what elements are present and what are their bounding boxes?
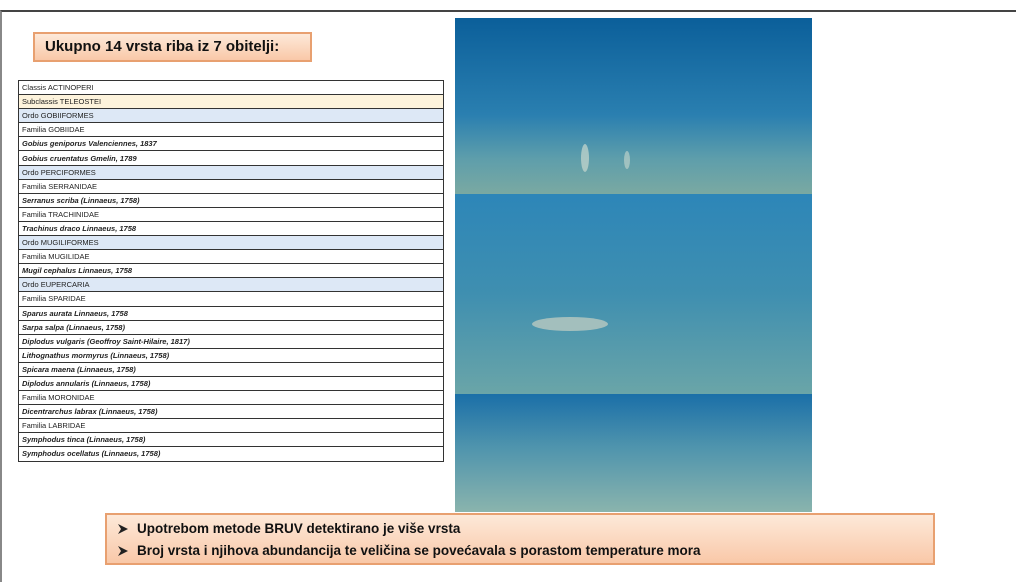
table-cell: Trachinus draco Linnaeus, 1758 [18,220,444,237]
table-row: Familia MUGILIDAE [18,249,444,265]
table-cell: Diplodus annularis (Linnaeus, 1758) [18,375,444,392]
table-row: Sarpa salpa (Linnaeus, 1758) [18,319,444,335]
slide-frame [0,10,1016,582]
table-row: Ordo MUGILIFORMES [18,235,444,251]
table-cell: Familia LABRIDAE [18,418,444,434]
table-cell: Mugil cephalus Linnaeus, 1758 [18,263,444,279]
table-row: Mugil cephalus Linnaeus, 1758 [18,263,444,279]
table-row: Spicara maena (Linnaeus, 1758) [18,361,444,377]
table-row: Sparus aurata Linnaeus, 1758 [18,305,444,321]
table-cell: Familia TRACHINIDAE [18,206,444,222]
table-row: Symphodus tinca (Linnaeus, 1758) [18,432,444,448]
table-row: Ordo EUPERCARIA [18,277,444,293]
photo-top [455,18,812,194]
table-row: Serranus scriba (Linnaeus, 1758) [18,192,444,208]
taxonomy-table: Classis ACTINOPERI Subclassis TELEOSTEI Or… [18,79,444,462]
table-cell: Ordo PERCIFORMES [18,164,444,180]
table-cell: Lithognathus mormyrus (Linnaeus, 1758) [18,347,444,363]
table-cell: Symphodus ocellatus (Linnaeus, 1758) [18,446,444,462]
table-cell: Symphodus tinca (Linnaeus, 1758) [18,432,444,448]
table-row: Familia SPARIDAE [18,291,444,307]
table-row: Gobius geniporus Valenciennes, 1837 [18,136,444,152]
arrow [118,546,128,556]
table-cell: Ordo MUGILIFORMES [18,235,444,251]
bullet: Upotrebom metode BRUV detektirano je viš… [117,518,933,540]
table-row: Subclassis TELEOSTEI [18,94,444,110]
table-cell: Ordo GOBIIFORMES [18,108,444,124]
arrow [118,524,128,534]
table-cell: Familia GOBIIDAE [18,122,444,138]
table-row: Diplodus annularis (Linnaeus, 1758) [18,375,444,392]
table-row: Ordo PERCIFORMES [18,164,444,180]
table-row: Diplodus vulgaris (Geoffroy Saint-Hilair… [18,333,444,349]
table-row: Dicentrarchus labrax (Linnaeus, 1758) [18,404,444,420]
slide-title: Ukupno 14 vrsta riba iz 7 obitelji: [33,32,312,62]
table-cell: Familia MUGILIDAE [18,249,444,265]
photo-bottom [455,394,812,512]
table-row: Gobius cruentatus Gmelin, 1789 [18,150,444,166]
table-cell: Classis ACTINOPERI [18,79,444,96]
bullet-text: Upotrebom metode BRUV detektirano je viš… [137,521,461,536]
table-cell: Dicentrarchus labrax (Linnaeus, 1758) [18,404,444,420]
table-row: Classis ACTINOPERI [18,79,444,96]
table-row: Trachinus draco Linnaeus, 1758 [18,220,444,237]
table-row: Familia TRACHINIDAE [18,206,444,222]
table-row: Familia LABRIDAE [18,418,444,434]
table-row: Ordo GOBIIFORMES [18,108,444,124]
summary-box: Upotrebom metode BRUV detektirano je viš… [105,513,935,565]
table-row: Familia MORONIDAE [18,390,444,406]
table-cell: Sarpa salpa (Linnaeus, 1758) [18,319,444,335]
table-row: Symphodus ocellatus (Linnaeus, 1758) [18,446,444,462]
bullet-text: Broj vrsta i njihova abundancija te veli… [137,543,701,558]
table-cell: Familia SERRANIDAE [18,178,444,194]
fish-icons [581,144,630,172]
table-cell: Diplodus vulgaris (Geoffroy Saint-Hilair… [18,333,444,349]
table-cell: Familia SPARIDAE [18,291,444,307]
table-cell: Serranus scriba (Linnaeus, 1758) [18,192,444,208]
fish-icons [532,317,608,331]
table-cell: Ordo EUPERCARIA [18,277,444,293]
table-row: Familia SERRANIDAE [18,178,444,194]
table-row: Lithognathus mormyrus (Linnaeus, 1758) [18,347,444,363]
table-row: Familia GOBIIDAE [18,122,444,138]
table-cell: Sparus aurata Linnaeus, 1758 [18,305,444,321]
photo-middle [455,194,812,394]
table-cell: Gobius geniporus Valenciennes, 1837 [18,136,444,152]
bullet: Broj vrsta i njihova abundancija te veli… [117,540,933,562]
table-cell: Gobius cruentatus Gmelin, 1789 [18,150,444,166]
bruv-photos [455,18,812,512]
table-cell: Subclassis TELEOSTEI [18,94,444,110]
table-cell: Spicara maena (Linnaeus, 1758) [18,361,444,377]
table-cell: Familia MORONIDAE [18,390,444,406]
